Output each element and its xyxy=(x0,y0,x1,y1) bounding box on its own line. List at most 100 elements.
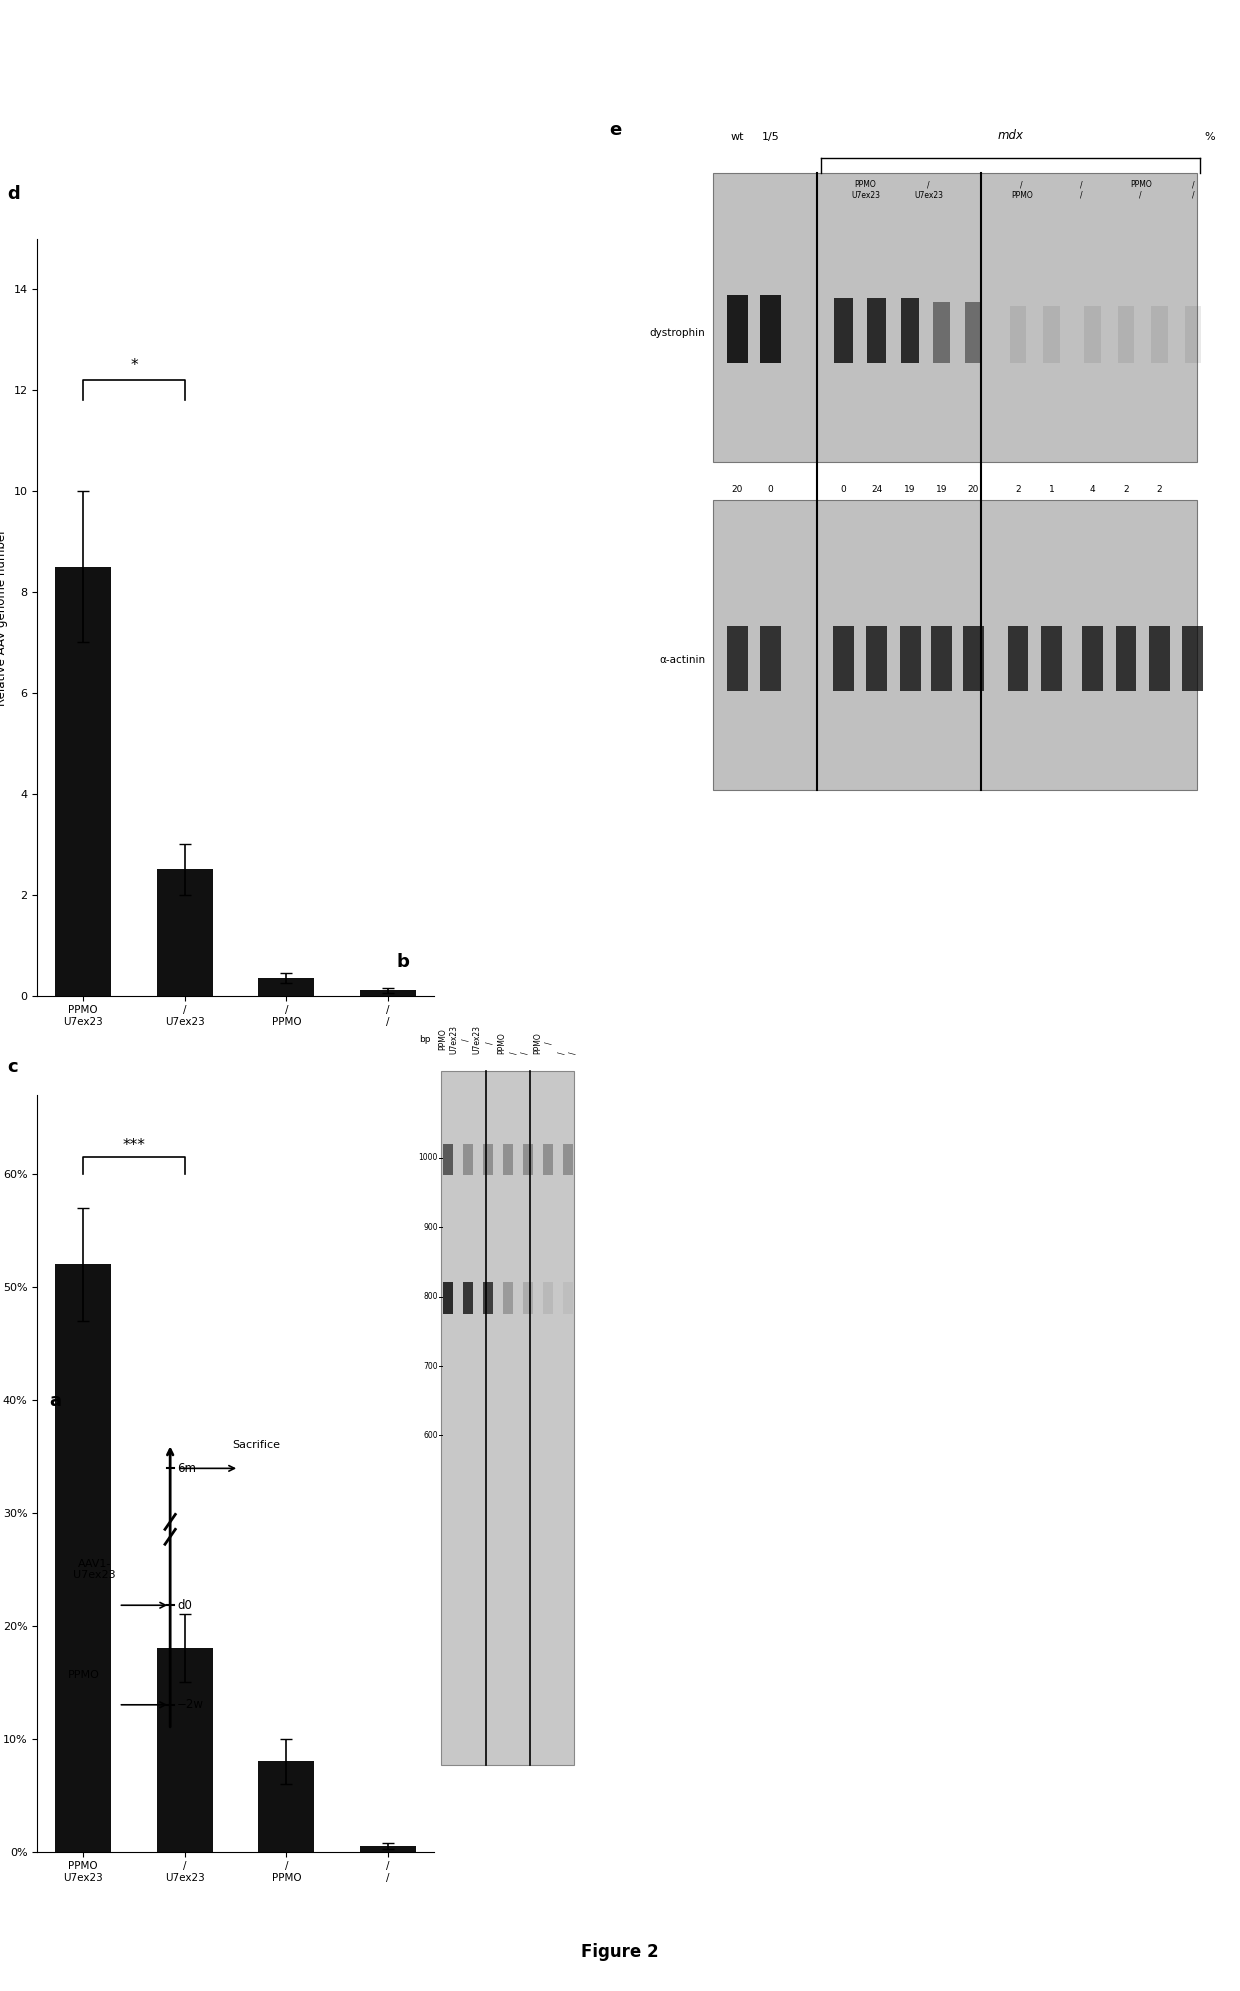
Text: d: d xyxy=(7,185,20,203)
Bar xyxy=(1183,625,1203,691)
Bar xyxy=(1149,625,1169,691)
Text: 0: 0 xyxy=(768,486,774,494)
Bar xyxy=(900,625,920,691)
Text: 1: 1 xyxy=(1049,486,1054,494)
Text: *: * xyxy=(130,358,138,372)
Text: 2: 2 xyxy=(1157,486,1162,494)
Bar xyxy=(868,299,885,362)
Bar xyxy=(965,303,982,362)
Bar xyxy=(760,625,781,691)
Text: 4: 4 xyxy=(1090,486,1095,494)
Text: 24: 24 xyxy=(870,486,883,494)
Y-axis label: Relative AAV genome number: Relative AAV genome number xyxy=(0,530,7,705)
Text: wt: wt xyxy=(730,131,744,141)
Text: 1000: 1000 xyxy=(418,1153,438,1163)
Text: 20: 20 xyxy=(732,486,743,494)
Text: bp: bp xyxy=(419,1035,430,1045)
Text: /
U7ex23: / U7ex23 xyxy=(461,1025,482,1053)
Text: c: c xyxy=(7,1059,17,1077)
Bar xyxy=(441,1071,574,1764)
Text: /
U7ex23: / U7ex23 xyxy=(914,181,944,199)
Bar xyxy=(931,625,952,691)
Text: 20: 20 xyxy=(967,486,980,494)
Bar xyxy=(156,870,213,996)
Bar xyxy=(1184,307,1202,362)
Text: α-actinin: α-actinin xyxy=(660,655,706,665)
Text: 900: 900 xyxy=(423,1222,438,1232)
Text: b: b xyxy=(397,954,409,972)
Text: PPMO
/: PPMO / xyxy=(533,1031,554,1053)
Bar xyxy=(727,295,748,362)
Text: /
/: / / xyxy=(1192,181,1194,199)
Text: 1/5: 1/5 xyxy=(761,131,780,141)
Bar xyxy=(543,1282,553,1314)
Text: PPMO
U7ex23: PPMO U7ex23 xyxy=(851,181,880,199)
Text: d0: d0 xyxy=(177,1599,192,1613)
Text: 600: 600 xyxy=(423,1432,438,1439)
Bar xyxy=(833,625,853,691)
Text: 800: 800 xyxy=(423,1292,438,1302)
Text: /
/: / / xyxy=(558,1051,578,1053)
Text: /
/: / / xyxy=(1080,181,1083,199)
Text: dystrophin: dystrophin xyxy=(650,329,706,338)
Text: 2: 2 xyxy=(1016,486,1021,494)
Bar xyxy=(56,567,112,996)
Text: mdx: mdx xyxy=(998,129,1023,141)
Text: PPMO
U7ex23: PPMO U7ex23 xyxy=(438,1025,458,1053)
Text: 0: 0 xyxy=(841,486,846,494)
Bar xyxy=(1042,625,1061,691)
Bar xyxy=(1116,625,1136,691)
Bar xyxy=(1009,307,1027,362)
Bar xyxy=(867,625,887,691)
Bar xyxy=(713,173,1197,462)
Bar xyxy=(900,299,920,362)
Text: Figure 2: Figure 2 xyxy=(582,1943,658,1961)
Text: ***: *** xyxy=(123,1137,145,1153)
Bar xyxy=(56,1264,112,1852)
Bar xyxy=(563,1282,573,1314)
Text: %: % xyxy=(1204,131,1215,141)
Bar xyxy=(523,1143,533,1175)
Bar xyxy=(760,295,781,362)
Bar xyxy=(482,1143,492,1175)
Text: 700: 700 xyxy=(423,1362,438,1370)
Text: PPMO: PPMO xyxy=(68,1670,100,1680)
Bar xyxy=(934,303,950,362)
Bar xyxy=(543,1143,553,1175)
Bar xyxy=(443,1143,453,1175)
Bar xyxy=(1043,307,1060,362)
Bar xyxy=(563,1143,573,1175)
Bar xyxy=(258,978,315,996)
Bar xyxy=(156,1649,213,1852)
Text: 19: 19 xyxy=(936,486,947,494)
Text: /
/: / / xyxy=(510,1051,529,1053)
Text: /
PPMO: / PPMO xyxy=(486,1031,506,1053)
Bar xyxy=(503,1282,512,1314)
Text: Sacrifice: Sacrifice xyxy=(232,1439,280,1449)
Bar xyxy=(523,1282,533,1314)
Bar xyxy=(1151,307,1168,362)
Text: e: e xyxy=(609,121,621,139)
Bar xyxy=(1117,307,1135,362)
Bar xyxy=(482,1282,492,1314)
Bar xyxy=(463,1282,472,1314)
Bar xyxy=(833,299,853,362)
Text: 6m: 6m xyxy=(177,1461,196,1475)
Bar xyxy=(360,1846,415,1852)
Bar xyxy=(713,500,1197,790)
Bar xyxy=(1084,307,1101,362)
Text: 19: 19 xyxy=(904,486,916,494)
Text: PPMO
/: PPMO / xyxy=(1130,181,1152,199)
Text: /
PPMO: / PPMO xyxy=(1011,181,1033,199)
Text: −2w: −2w xyxy=(177,1698,205,1712)
Bar xyxy=(1083,625,1102,691)
Bar xyxy=(258,1762,315,1852)
Bar xyxy=(963,625,983,691)
Bar xyxy=(443,1282,453,1314)
Bar xyxy=(463,1143,472,1175)
Bar xyxy=(360,990,415,996)
Bar xyxy=(503,1143,512,1175)
Bar xyxy=(727,625,748,691)
Text: 2: 2 xyxy=(1123,486,1128,494)
Bar xyxy=(1008,625,1028,691)
